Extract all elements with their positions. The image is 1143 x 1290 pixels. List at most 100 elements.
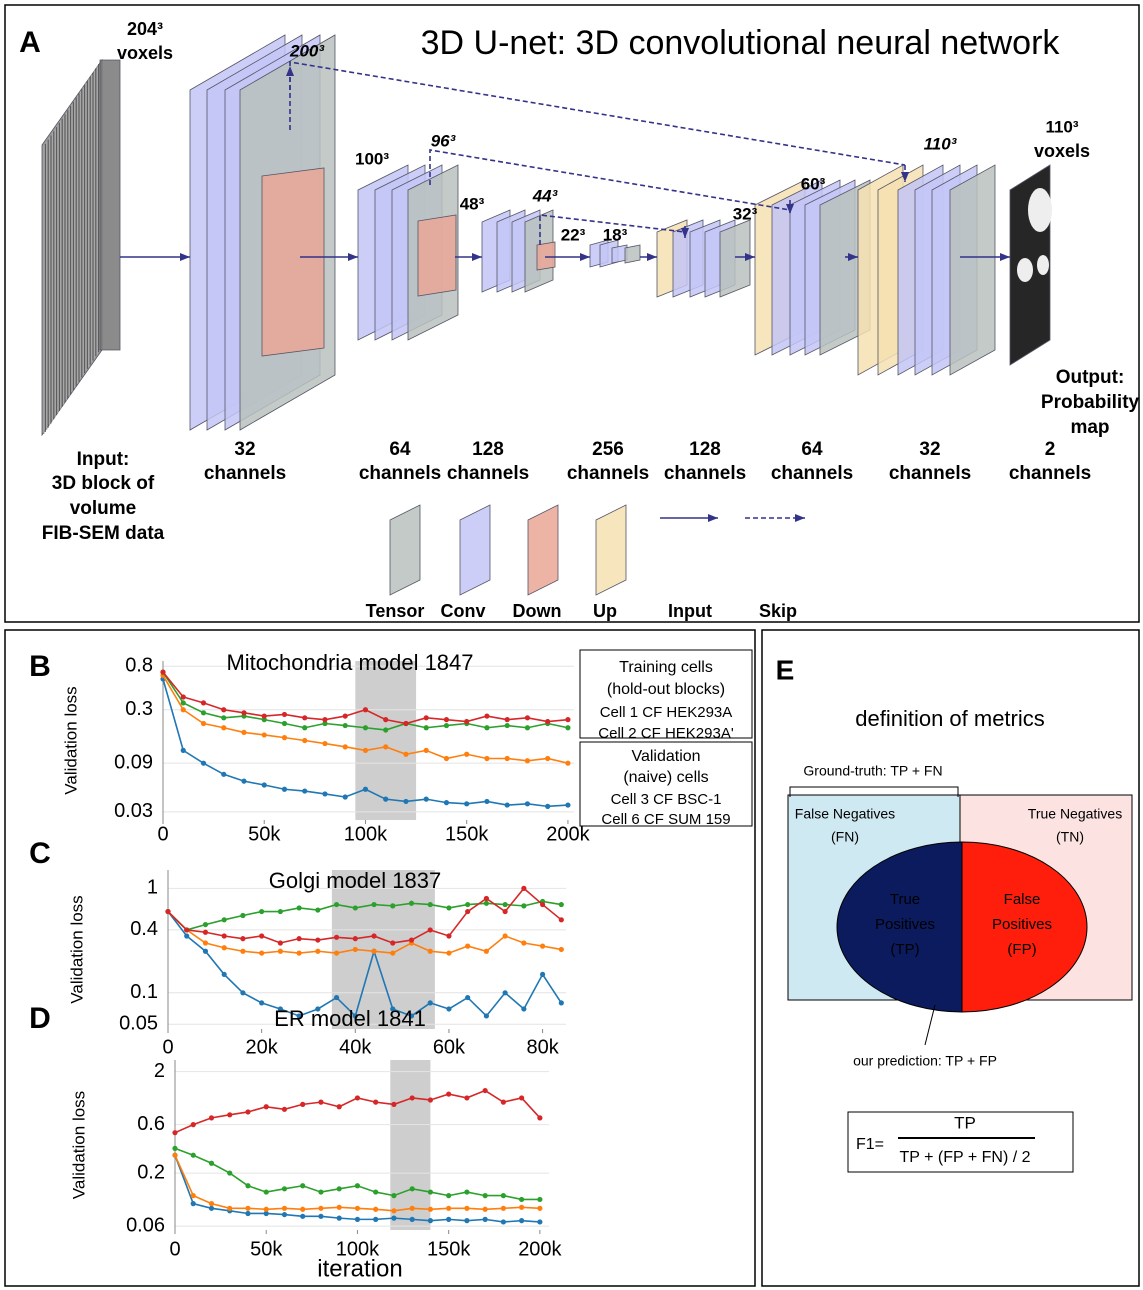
shaded-range — [331, 870, 435, 1029]
data-point — [502, 990, 508, 996]
data-point — [259, 950, 265, 956]
data-point — [352, 1013, 358, 1019]
data-point — [383, 727, 389, 733]
data-point — [281, 735, 288, 741]
data-point — [333, 901, 340, 908]
y-tick-label: 0.09 — [114, 751, 153, 773]
skip-line — [289, 61, 906, 166]
layer-block — [261, 167, 325, 357]
data-point — [464, 801, 470, 807]
shaded-range — [390, 1060, 431, 1230]
data-point — [427, 1206, 434, 1212]
size-label: 96³ — [431, 131, 457, 150]
data-point — [521, 940, 527, 946]
x-tick-label: 0 — [162, 1036, 173, 1058]
legend-box — [579, 741, 753, 827]
label: 128 — [689, 439, 721, 460]
x-tick-label: 0 — [169, 1238, 180, 1260]
arrow-head — [901, 172, 909, 182]
data-point — [403, 720, 409, 727]
layer-block — [624, 244, 641, 264]
data-point — [281, 786, 288, 792]
data-point — [519, 1095, 525, 1101]
label: definition of metrics — [855, 706, 1045, 731]
y-axis-label: Validation loss — [69, 1091, 88, 1199]
layer-block — [536, 241, 556, 271]
data-point — [259, 908, 265, 915]
data-point — [227, 1170, 233, 1176]
data-point — [390, 940, 396, 946]
data-point — [221, 971, 227, 978]
data-point — [208, 1205, 215, 1211]
label: 110³ — [1045, 117, 1078, 136]
data-point — [558, 1000, 564, 1006]
data-point — [342, 744, 348, 750]
data-point — [333, 950, 340, 956]
x-tick-label: 20k — [246, 1036, 279, 1058]
data-point — [221, 917, 227, 923]
data-point — [423, 747, 429, 754]
label: voxels — [117, 43, 173, 63]
label: False — [1004, 891, 1041, 908]
data-point — [245, 1210, 251, 1217]
data-point — [336, 1186, 342, 1192]
label: Output: — [1056, 367, 1125, 388]
data-point — [483, 900, 489, 906]
data-point — [241, 710, 247, 716]
data-point — [315, 907, 321, 913]
data-point — [403, 751, 409, 757]
layer-block — [99, 59, 121, 351]
legend-title: Training cells — [619, 659, 713, 676]
data-point — [484, 725, 490, 731]
layer-block — [949, 164, 996, 376]
data-point — [446, 1091, 452, 1097]
label: True Negatives — [1028, 806, 1122, 822]
size-label: 100³ — [355, 149, 389, 168]
data-point — [362, 725, 369, 731]
data-point — [263, 1104, 269, 1110]
data-point — [342, 794, 348, 800]
data-point — [465, 901, 471, 908]
x-tick-label: 100k — [344, 823, 388, 845]
data-point — [373, 1216, 379, 1222]
label: True — [890, 891, 920, 908]
data-point — [300, 1206, 306, 1212]
data-point — [221, 715, 227, 721]
data-point — [259, 1000, 265, 1006]
legend-label: Conv — [441, 601, 486, 621]
data-point — [539, 943, 546, 949]
x-tick-label: 150k — [427, 1238, 471, 1260]
label: Positives — [875, 916, 935, 933]
data-point — [190, 1122, 196, 1128]
data-point — [281, 1205, 288, 1211]
data-point — [333, 994, 340, 1001]
arrow-head — [708, 514, 718, 522]
data-point — [565, 760, 571, 766]
size-label: 60³ — [801, 174, 826, 193]
data-point — [362, 707, 369, 713]
data-point — [545, 803, 551, 809]
data-point — [500, 1219, 506, 1225]
data-point — [504, 722, 510, 729]
data-point — [371, 933, 377, 939]
data-point — [371, 901, 377, 908]
skip-line — [429, 149, 791, 211]
data-point — [296, 1013, 302, 1019]
data-point — [342, 713, 348, 719]
data-point — [277, 940, 283, 946]
tp-half — [836, 841, 963, 1013]
data-point — [464, 718, 470, 725]
data-point — [240, 948, 246, 954]
skip-line — [539, 214, 686, 245]
data-point — [482, 1206, 488, 1212]
data-point — [172, 1130, 178, 1136]
data-point — [427, 1218, 434, 1224]
label: channels — [889, 463, 971, 484]
data-point — [446, 1205, 452, 1211]
x-tick-label: 0 — [157, 823, 168, 845]
data-point — [427, 948, 433, 954]
layer-block — [389, 504, 421, 596]
data-point — [390, 903, 396, 909]
label: (FN) — [831, 829, 859, 845]
